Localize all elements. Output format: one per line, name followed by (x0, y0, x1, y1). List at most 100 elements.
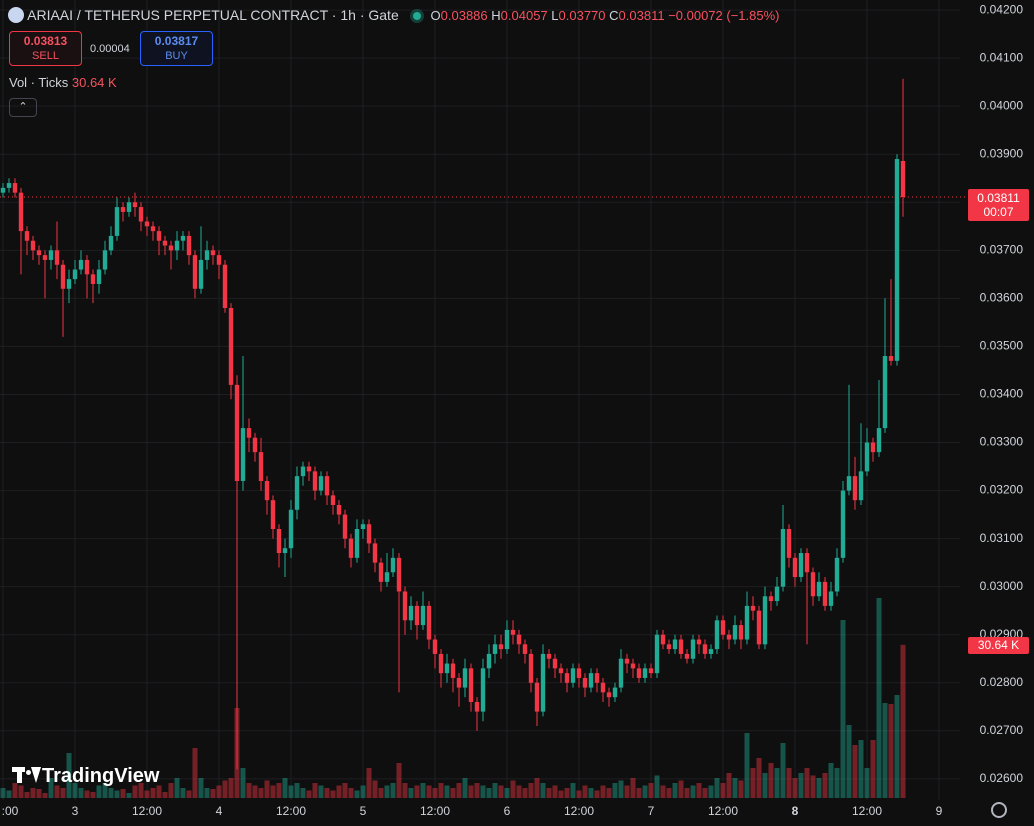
volume-bar (474, 783, 480, 798)
volume-bar (552, 785, 558, 798)
volume-bar (636, 788, 642, 798)
candle-body (522, 644, 528, 654)
volume-legend: Vol · Ticks 30.64 K (9, 75, 117, 90)
volume-bar (732, 778, 738, 798)
candle-body (276, 529, 282, 554)
candle-body (222, 264, 228, 308)
volume-legend-label: Vol · Ticks (9, 75, 69, 90)
h-value: 0.04057 (500, 8, 548, 23)
volume-bar (396, 763, 402, 798)
candle-body (90, 274, 96, 284)
candle-body (306, 466, 312, 472)
volume-bar (210, 789, 216, 798)
volume-bar (150, 788, 156, 798)
candle-body (618, 658, 624, 688)
candle-body (114, 207, 120, 236)
volume-bar (288, 785, 294, 798)
volume-bar (546, 788, 552, 798)
candle-body (852, 476, 858, 501)
settings-icon[interactable] (991, 802, 1007, 818)
volume-bar (426, 785, 432, 798)
volume-bar (390, 783, 396, 798)
volume-bar (600, 785, 606, 798)
volume-bar (462, 778, 468, 798)
candle-body (120, 207, 126, 212)
volume-bar (762, 773, 768, 798)
symbol-title[interactable]: ARIAAI / TETHERUS PERPETUAL CONTRACT · 1… (27, 7, 399, 23)
candle-body (150, 226, 156, 232)
candle-body (390, 557, 396, 573)
brand-name: TradingView (42, 765, 160, 787)
candle-body (840, 490, 846, 558)
candle-body (888, 356, 894, 361)
x-tick-label: 4 (216, 804, 223, 818)
y-tick-label: 0.03700 (980, 243, 1024, 257)
candle-body (828, 591, 834, 606)
candle-body (336, 504, 342, 515)
volume-bar (576, 790, 582, 798)
candle-body (600, 682, 606, 693)
volume-bar (690, 785, 696, 798)
candle-body (540, 653, 546, 712)
buy-label: BUY (165, 50, 188, 62)
volume-bar (72, 783, 78, 798)
volume-bar (444, 785, 450, 798)
volume-bar (102, 783, 108, 798)
collapse-button[interactable]: ⌃ (9, 98, 37, 117)
candle-body (576, 668, 582, 678)
volume-bar (66, 753, 72, 798)
volume-bar (270, 785, 276, 798)
volume-bar (60, 788, 66, 798)
volume-bar (138, 783, 144, 798)
candle-body (246, 428, 252, 438)
volume-bar (414, 785, 420, 798)
sell-button[interactable]: 0.03813 SELL (9, 31, 82, 66)
volume-bar (660, 785, 666, 798)
candle-body (282, 548, 288, 554)
volume-bar (132, 785, 138, 798)
candle-body (240, 428, 246, 481)
volume-bar (420, 783, 426, 798)
volume-bar (336, 785, 342, 798)
volume-bar (198, 778, 204, 798)
candle-body (816, 581, 822, 597)
x-tick-label: 12:00 (564, 804, 594, 818)
volume-bar (738, 780, 744, 798)
volume-bar (228, 778, 234, 798)
volume-bar (750, 768, 756, 798)
candle-body (792, 557, 798, 578)
candle-body (864, 442, 870, 472)
candle-body (804, 553, 810, 573)
candle-body (636, 668, 642, 678)
volume-bar (570, 783, 576, 798)
candle-body (96, 269, 102, 284)
candle-body (528, 653, 534, 683)
candle-body (18, 192, 24, 232)
price-tag-countdown: 00:07 (983, 205, 1014, 219)
candle-body (720, 620, 726, 635)
candle-body (744, 605, 750, 640)
volume-bar (90, 792, 96, 798)
volume-bar (582, 785, 588, 798)
candle-body (738, 625, 744, 640)
volume-bar (6, 790, 12, 798)
y-tick-label: 0.04000 (980, 98, 1024, 112)
volume-bar (432, 788, 438, 798)
l-value: 0.03770 (558, 8, 606, 23)
buy-button[interactable]: 0.03817 BUY (140, 31, 213, 66)
volume-bar (828, 763, 834, 798)
candle-body (714, 620, 720, 650)
volume-bar (528, 783, 534, 798)
price-tag-price: 0.03811 (977, 191, 1020, 205)
candle-body (846, 476, 852, 491)
volume-bar (168, 783, 174, 798)
x-tick-label: 12:00 (276, 804, 306, 818)
volume-bar (744, 733, 750, 798)
volume-bar (864, 768, 870, 798)
candle-body (480, 668, 486, 712)
volume-bar (696, 783, 702, 798)
candle-body (0, 187, 6, 193)
candle-body (702, 644, 708, 654)
volume-bar (612, 783, 618, 798)
h-label: H (491, 8, 501, 23)
